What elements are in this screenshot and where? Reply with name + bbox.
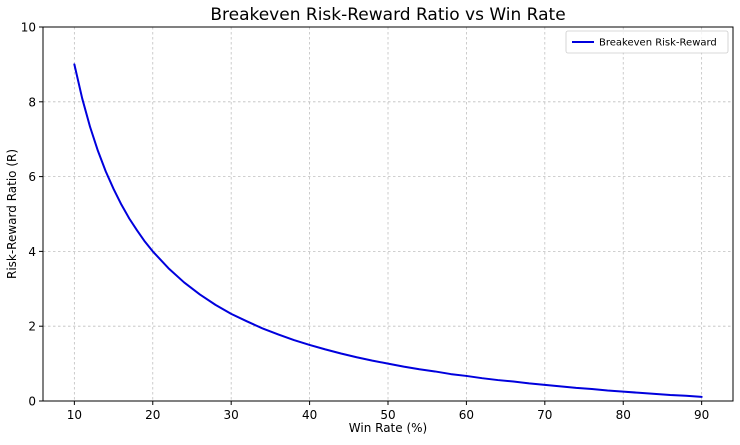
- legend-box: [565, 30, 729, 54]
- legend-entry-label: Breakeven Risk-Reward: [599, 38, 717, 49]
- x-tick-label: 30: [224, 408, 239, 422]
- y-tick-label: 10: [21, 21, 36, 35]
- series-layer: [73, 63, 703, 398]
- y-tick-label: 6: [28, 170, 36, 184]
- grid: [43, 26, 733, 402]
- x-axis-ticks: 10 20 30 40 50 60 70 80 90: [67, 401, 709, 422]
- x-tick-label: 60: [459, 408, 474, 422]
- legend: Breakeven Risk-Reward: [565, 30, 729, 54]
- series-line: [73, 63, 703, 398]
- x-axis-label: Win Rate (%): [349, 421, 427, 435]
- x-tick-label: 20: [145, 408, 160, 422]
- y-axis-label: Risk-Reward Ratio (R): [5, 149, 19, 279]
- x-tick-label: 70: [537, 408, 552, 422]
- chart-title: Breakeven Risk-Reward Ratio vs Win Rate: [210, 5, 565, 25]
- y-axis-ticks: 0 2 4 6 8 10: [21, 21, 43, 409]
- x-tick-label: 40: [302, 408, 317, 422]
- y-tick-label: 4: [28, 245, 36, 259]
- y-tick-label: 2: [28, 320, 36, 334]
- y-tick-label: 0: [28, 395, 36, 409]
- y-tick-label: 8: [28, 95, 36, 109]
- x-tick-label: 80: [616, 408, 631, 422]
- x-tick-label: 10: [67, 408, 82, 422]
- x-tick-label: 90: [694, 408, 709, 422]
- x-tick-label: 50: [380, 408, 395, 422]
